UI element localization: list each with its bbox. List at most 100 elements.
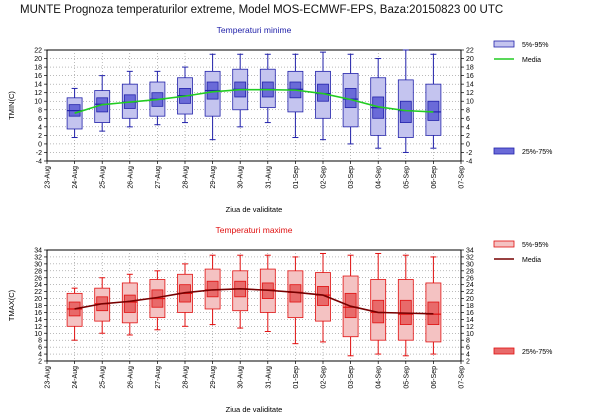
x-tick-label: 29-Aug: [210, 366, 217, 389]
y-tick-label: 14: [34, 317, 42, 324]
legend-swatch-5-95: [493, 40, 515, 48]
y-tick-label: -2: [36, 150, 42, 157]
legend-label-5-95: 5%-95%: [522, 242, 548, 249]
y-tick-label-right: 2: [466, 359, 470, 366]
x-tick-label: 02-Sep: [321, 166, 328, 189]
legend-label-5-95: 5%-95%: [522, 42, 548, 49]
box-25-75: [317, 286, 329, 306]
x-tick-label: 06-Sep: [431, 166, 438, 189]
y-tick-label-right: 28: [466, 268, 474, 275]
y-tick-label: 24: [34, 282, 42, 289]
y-tick-label-right: 30: [466, 261, 474, 268]
y-tick-label-right: 10: [466, 331, 474, 338]
x-axis-label: Ziua de validitate: [226, 405, 283, 414]
x-tick-label: 26-Aug: [127, 166, 134, 189]
x-tick-label: 31-Aug: [265, 366, 272, 389]
box-01-Sep: [287, 256, 304, 345]
y-tick-label-right: 18: [466, 65, 474, 72]
legend-swatch-25-75: [493, 147, 515, 155]
y-tick-label: 12: [34, 324, 42, 331]
y-tick-label: 10: [34, 99, 42, 106]
x-tick-label: 02-Sep: [321, 366, 328, 389]
box-29-Aug: [204, 254, 221, 326]
x-tick-label: 24-Aug: [72, 366, 79, 389]
y-axis-label: TMAX(C): [7, 289, 16, 321]
legend-label-25-75: 25%-75%: [522, 349, 552, 356]
y-tick-label: 20: [34, 296, 42, 303]
x-tick-label: 28-Aug: [183, 366, 190, 389]
y-tick-label: 10: [34, 331, 42, 338]
y-tick-label: 32: [34, 254, 42, 261]
x-tick-label: 30-Aug: [238, 366, 245, 389]
y-tick-label: 18: [34, 65, 42, 72]
x-tick-label: 04-Sep: [376, 166, 383, 189]
y-tick-label: 12: [34, 90, 42, 97]
x-tick-label: 01-Sep: [293, 166, 300, 189]
x-tick-label: 07-Sep: [459, 366, 466, 389]
x-tick-label: 25-Aug: [100, 166, 107, 189]
x-tick-label: 06-Sep: [431, 366, 438, 389]
y-tick-label-right: 6: [466, 345, 470, 352]
y-tick-label: 22: [34, 289, 42, 296]
y-tick-label-right: 10: [466, 99, 474, 106]
box-02-Sep: [315, 252, 331, 343]
y-tick-label: 16: [34, 73, 42, 80]
tmin-chart: Temperaturi minime-4 -4-2 -20 02 24 46 68 810 10…: [7, 25, 552, 214]
y-tick-label-right: 20: [466, 296, 474, 303]
y-tick-label: 28: [34, 268, 42, 275]
y-tick-label-right: 24: [466, 282, 474, 289]
y-tick-label-right: 22: [466, 48, 474, 55]
chart-title: Temperaturi maxime: [216, 225, 293, 235]
y-tick-label: 8: [38, 107, 42, 114]
x-tick-label: 05-Sep: [403, 166, 410, 189]
y-tick-label: 22: [34, 48, 42, 55]
chart-title: Temperaturi minime: [217, 25, 292, 35]
x-tick-label: 28-Aug: [183, 166, 190, 189]
mean-line: [74, 288, 434, 315]
x-tick-label: 05-Sep: [403, 366, 410, 389]
legend-label-25-75: 25%-75%: [522, 149, 552, 156]
x-tick-label: 04-Sep: [376, 366, 383, 389]
y-tick-label-right: 4: [466, 124, 470, 131]
box-02-Sep: [315, 51, 331, 141]
x-tick-label: 01-Sep: [293, 366, 300, 389]
box-25-75: [399, 100, 412, 123]
x-tick-label: 03-Sep: [348, 166, 355, 189]
y-tick-label-right: 26: [466, 275, 474, 282]
y-tick-label: 2: [38, 359, 42, 366]
x-tick-label: 24-Aug: [72, 166, 79, 189]
y-tick-label-right: 34: [466, 248, 474, 255]
x-tick-label: 23-Aug: [45, 366, 52, 389]
x-tick-label: 23-Aug: [45, 166, 52, 189]
y-tick-label: 18: [34, 303, 42, 310]
y-tick-label-right: 14: [466, 317, 474, 324]
y-tick-label: 30: [34, 261, 42, 268]
y-tick-label-right: 8: [466, 338, 470, 345]
y-tick-label-right: 8: [466, 107, 470, 114]
y-tick-label-right: 6: [466, 116, 470, 123]
box-25-75: [427, 100, 440, 121]
x-tick-label: 07-Sep: [459, 166, 466, 189]
y-tick-label-right: -2: [466, 150, 472, 157]
page-title: MUNTE Prognoza temperaturilor extreme, M…: [20, 4, 504, 16]
x-tick-label: 31-Aug: [265, 166, 272, 189]
y-tick-label-right: 4: [466, 352, 470, 359]
x-tick-label: 27-Aug: [155, 366, 162, 389]
box-04-Sep: [370, 252, 387, 355]
legend-swatch-25-75: [493, 347, 515, 355]
x-tick-label: 29-Aug: [210, 166, 217, 189]
y-tick-label-right: 12: [466, 90, 474, 97]
y-tick-label-right: 2: [466, 133, 470, 140]
y-tick-label: -4: [36, 159, 42, 166]
box-25-75: [123, 294, 136, 313]
y-axis-label: TMIN(C): [7, 91, 16, 120]
y-tick-label-right: 16: [466, 310, 474, 317]
plot-area: [46, 49, 462, 162]
y-tick-label: 6: [38, 116, 42, 123]
y-tick-label-right: 0: [466, 141, 470, 148]
y-tick-label-right: 18: [466, 303, 474, 310]
y-tick-label: 4: [38, 124, 42, 131]
y-tick-label-right: 20: [466, 56, 474, 63]
